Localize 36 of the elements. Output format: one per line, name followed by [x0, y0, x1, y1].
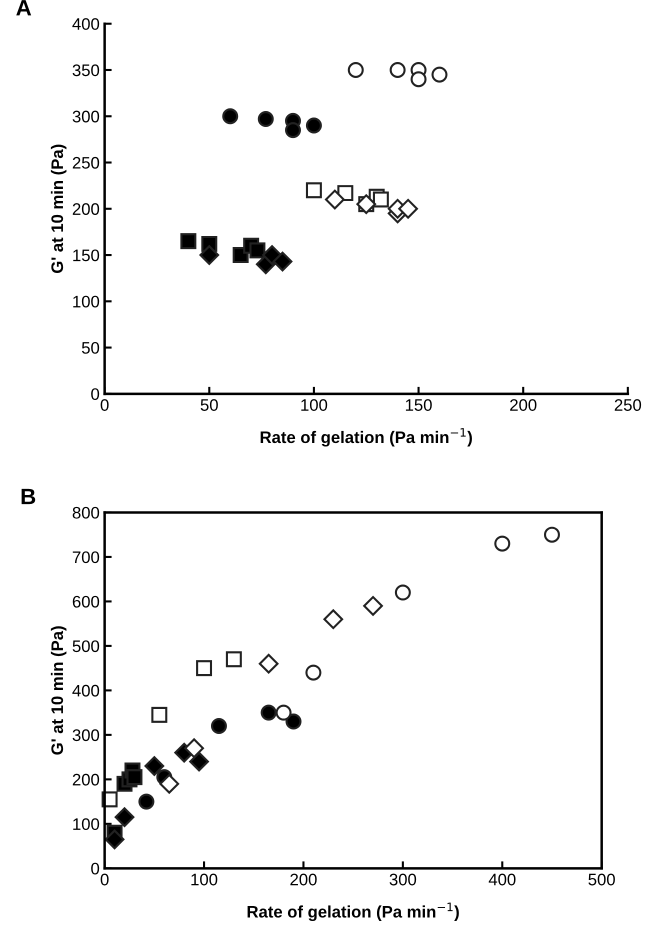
x-tick-label: 200 [290, 874, 317, 886]
x-axis-title: Rate of gelation (Pa min$^{−1}$) [248, 902, 459, 922]
y-tick-label: 150 [73, 249, 100, 262]
y-tick-label: 250 [72, 156, 100, 169]
x-tick-label: 150 [406, 399, 432, 411]
chart-title: A [16, 0, 32, 16]
y-axis-title: G' at 10 min (Pa) [50, 626, 66, 755]
y-tick-label: 300 [72, 729, 100, 742]
y-tick-label: 350 [72, 64, 100, 76]
y-tick-label: 0 [91, 862, 100, 875]
x-tick-label: 100 [191, 874, 218, 886]
x-tick-label: 100 [301, 399, 328, 411]
y-tick-label: 300 [72, 110, 100, 122]
y-tick-label: 600 [72, 596, 100, 608]
y-tick-label: 400 [72, 18, 100, 30]
x-tick-label: 200 [510, 399, 536, 411]
y-tick-label: 0 [91, 388, 100, 400]
x-tick-label: 50 [200, 399, 218, 411]
y-tick-label: 500 [72, 640, 100, 652]
chart-title: B [22, 488, 36, 504]
y-tick-label: 100 [73, 296, 100, 308]
x-tick-label: 500 [588, 874, 615, 886]
y-tick-label: 200 [72, 774, 100, 786]
y-tick-label: 400 [72, 684, 100, 697]
x-tick-label: 250 [614, 399, 642, 411]
y-tick-label: 50 [82, 342, 100, 354]
x-tick-label: 0 [100, 399, 109, 411]
y-tick-label: 700 [72, 551, 100, 564]
y-axis-title: G' at 10 min (Pa) [50, 144, 66, 274]
x-tick-label: 300 [390, 874, 416, 886]
x-tick-label: 400 [488, 874, 516, 886]
y-tick-label: 200 [72, 203, 100, 215]
x-tick-label: 0 [100, 874, 109, 886]
x-axis-title: Rate of gelation (Pa min$^{−1}$) [260, 428, 472, 447]
y-tick-label: 100 [73, 818, 100, 830]
y-tick-label: 800 [72, 506, 100, 519]
